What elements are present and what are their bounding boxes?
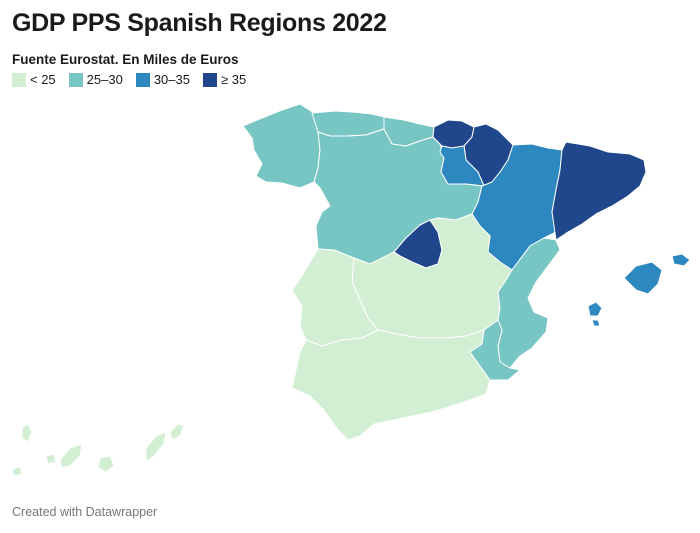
region-canarias-fuerteventura[interactable]: [145, 431, 167, 463]
legend-item-25-30: 25–30: [68, 72, 123, 87]
region-canarias-la-gomera[interactable]: [45, 453, 57, 465]
legend-label: 30–35: [153, 72, 190, 87]
region-illes-balears-formentera[interactable]: [591, 319, 601, 327]
region-illes-balears-ibiza[interactable]: [587, 301, 603, 317]
credit-text: Created with Datawrapper: [12, 505, 158, 519]
map-title: GDP PPS Spanish Regions 2022: [12, 9, 387, 37]
legend-label: 25–30: [86, 72, 123, 87]
region-canarias-lanzarote[interactable]: [169, 423, 185, 441]
legend-swatch: [68, 72, 83, 87]
region-canarias-gran-canaria[interactable]: [97, 455, 115, 473]
region-la-rioja[interactable]: [439, 145, 485, 187]
region-galicia[interactable]: [242, 103, 321, 189]
region-andalucia[interactable]: [291, 329, 491, 441]
legend-item-30-35: 30–35: [135, 72, 190, 87]
region-illes-balears-mallorca[interactable]: [623, 261, 663, 295]
legend-label: ≥ 35: [220, 72, 247, 87]
legend-swatch: [12, 72, 26, 87]
legend-swatch: [202, 72, 217, 87]
region-cataluna[interactable]: [551, 141, 647, 241]
legend-label: < 25: [30, 72, 56, 87]
legend-swatch: [135, 72, 150, 87]
legend-item-gte35: ≥ 35: [202, 72, 247, 87]
region-canarias-tenerife[interactable]: [59, 443, 83, 469]
region-illes-balears-menorca[interactable]: [671, 253, 691, 267]
legend: < 25 25–30 30–35 ≥ 35: [12, 72, 259, 87]
region-canarias-la-palma[interactable]: [21, 423, 33, 443]
map-subtitle: Fuente Eurostat. En Miles de Euros: [12, 52, 239, 67]
legend-item-lt25: < 25: [12, 72, 56, 87]
region-murcia[interactable]: [469, 319, 521, 381]
region-canarias-el-hierro[interactable]: [11, 465, 23, 477]
